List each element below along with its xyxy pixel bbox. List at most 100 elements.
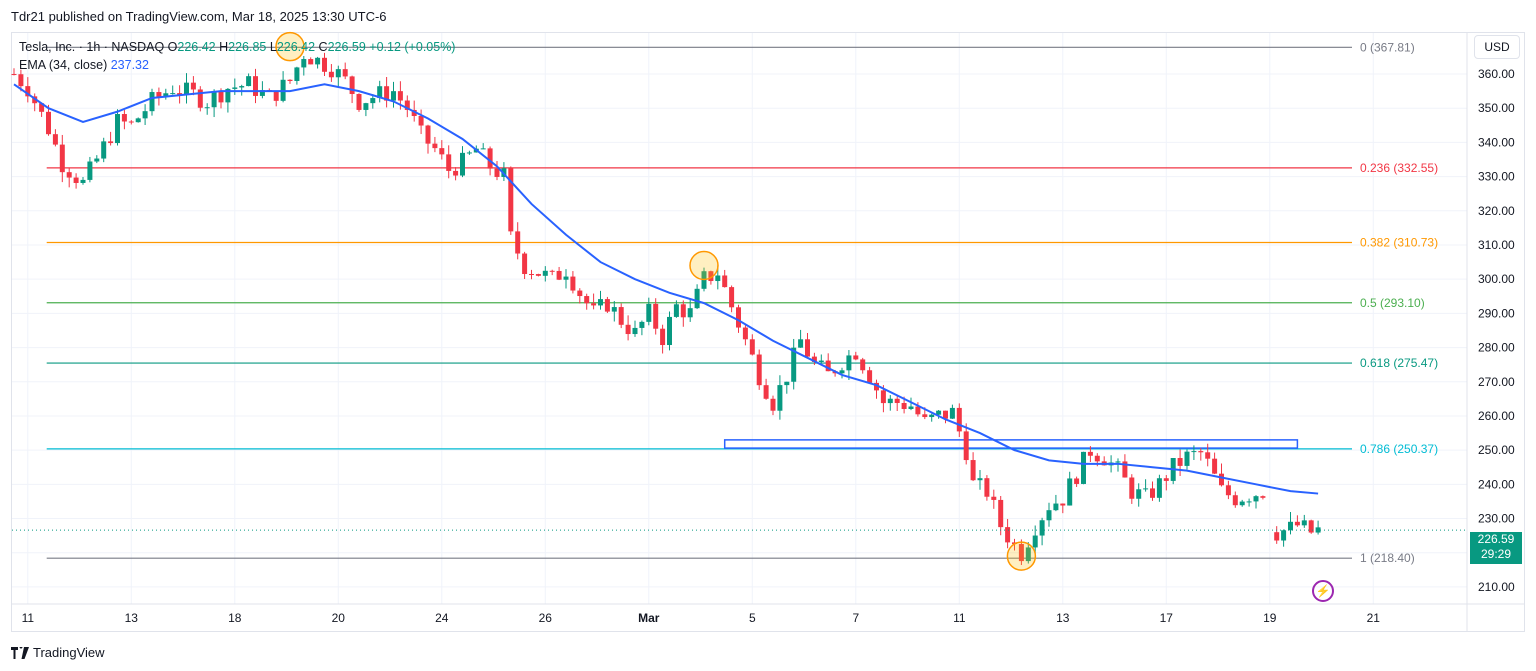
candle-body bbox=[232, 87, 238, 89]
candle-body bbox=[135, 118, 141, 123]
candle-body bbox=[18, 74, 24, 87]
candle-body bbox=[349, 76, 355, 95]
symbol-label[interactable]: Tesla, Inc. · 1h · NASDAQ bbox=[19, 40, 165, 54]
candle-body bbox=[784, 381, 790, 386]
candle-body bbox=[860, 359, 866, 371]
candle-body bbox=[1156, 478, 1162, 498]
candle-body bbox=[1205, 452, 1211, 459]
candle-body bbox=[1219, 473, 1224, 486]
price-tick-label: 210.00 bbox=[1478, 580, 1515, 594]
price-tick-label: 250.00 bbox=[1478, 443, 1515, 457]
candle-body bbox=[673, 304, 679, 317]
candle-body bbox=[404, 100, 410, 110]
candle-body bbox=[874, 382, 879, 391]
candle-body bbox=[936, 410, 942, 415]
candle-body bbox=[929, 414, 935, 418]
candle-body bbox=[956, 407, 962, 432]
time-tick-label: 26 bbox=[539, 611, 553, 625]
candle-body bbox=[1301, 520, 1307, 526]
candle-body bbox=[1115, 461, 1121, 463]
ema-label[interactable]: EMA (34, close) bbox=[19, 58, 108, 72]
candle-body bbox=[694, 288, 700, 309]
candle-body bbox=[970, 460, 976, 481]
price-tick-label: 280.00 bbox=[1478, 341, 1515, 355]
candle-body bbox=[1246, 501, 1252, 503]
brand-name: TradingView bbox=[33, 645, 105, 661]
change-value: +0.12 (+0.05%) bbox=[369, 40, 456, 54]
last-price-badge: 226.59 29:29 bbox=[1470, 532, 1522, 564]
candle-body bbox=[584, 296, 590, 304]
candle-body bbox=[46, 111, 51, 135]
chart-frame bbox=[11, 32, 1525, 632]
low-label: L bbox=[269, 40, 277, 54]
time-tick-label: Mar bbox=[638, 611, 660, 625]
candle-body bbox=[149, 92, 155, 112]
candle-body bbox=[1032, 535, 1038, 548]
candle-body bbox=[391, 91, 396, 101]
price-tick-label: 290.00 bbox=[1478, 306, 1515, 320]
candle-body bbox=[190, 82, 196, 90]
candle-body bbox=[522, 253, 528, 275]
candle-body bbox=[1046, 510, 1052, 521]
candle-body bbox=[915, 406, 921, 415]
candle-body bbox=[432, 143, 438, 149]
price-tick-label: 350.00 bbox=[1478, 101, 1515, 115]
candle-body bbox=[667, 316, 672, 346]
candle-body bbox=[494, 168, 500, 177]
candle-body bbox=[1225, 485, 1231, 496]
lightning-icon[interactable]: ⚡ bbox=[1312, 580, 1334, 602]
time-tick-label: 11 bbox=[22, 611, 35, 625]
candle-body bbox=[411, 109, 417, 117]
fib-level-label: 0.5 (293.10) bbox=[1360, 296, 1425, 310]
candle-body bbox=[218, 91, 224, 103]
currency-button[interactable]: USD bbox=[1474, 35, 1520, 59]
candle-body bbox=[577, 290, 583, 297]
close-value: 226.59 bbox=[327, 40, 366, 54]
candle-body bbox=[1239, 501, 1245, 506]
candle-body bbox=[515, 231, 521, 254]
candle-body bbox=[1288, 521, 1293, 531]
candle-body bbox=[377, 86, 383, 99]
high-value: 226.85 bbox=[228, 40, 267, 54]
candle-body bbox=[722, 275, 728, 288]
open-value: 226.42 bbox=[177, 40, 216, 54]
candle-body bbox=[1191, 451, 1197, 453]
price-tick-label: 230.00 bbox=[1478, 512, 1515, 526]
candle-body bbox=[1198, 451, 1204, 453]
candle-body bbox=[142, 111, 148, 119]
candle-body bbox=[708, 271, 714, 282]
candle-body bbox=[618, 307, 624, 325]
candle-body bbox=[460, 152, 465, 176]
candle-body bbox=[687, 308, 693, 318]
candle-body bbox=[66, 172, 72, 178]
candle-body bbox=[80, 179, 86, 183]
candle-body bbox=[322, 57, 327, 72]
candle-body bbox=[563, 276, 569, 280]
candle-body bbox=[1018, 544, 1024, 562]
candle-body bbox=[1005, 527, 1011, 543]
candle-body bbox=[94, 158, 100, 162]
candle-body bbox=[1143, 488, 1149, 490]
candle-body bbox=[356, 94, 362, 110]
candle-body bbox=[1087, 451, 1093, 456]
candle-body bbox=[646, 303, 652, 322]
candle-body bbox=[328, 71, 334, 78]
footer: TradingView bbox=[11, 644, 105, 660]
price-tick-label: 310.00 bbox=[1478, 238, 1515, 252]
candle-body bbox=[335, 69, 341, 78]
candle-body bbox=[315, 57, 321, 65]
candle-body bbox=[170, 93, 176, 95]
fib-level-label: 0.786 (250.37) bbox=[1360, 442, 1438, 456]
candle-body bbox=[570, 276, 576, 291]
candle-body bbox=[273, 91, 279, 101]
candle-body bbox=[805, 339, 810, 357]
candle-body bbox=[1274, 532, 1280, 541]
time-tick-label: 11 bbox=[953, 611, 966, 625]
time-tick-label: 7 bbox=[852, 611, 859, 625]
candle-body bbox=[894, 398, 900, 403]
candle-body bbox=[542, 270, 548, 276]
candle-body bbox=[639, 321, 645, 328]
candle-body bbox=[301, 59, 307, 68]
candle-body bbox=[87, 161, 93, 180]
